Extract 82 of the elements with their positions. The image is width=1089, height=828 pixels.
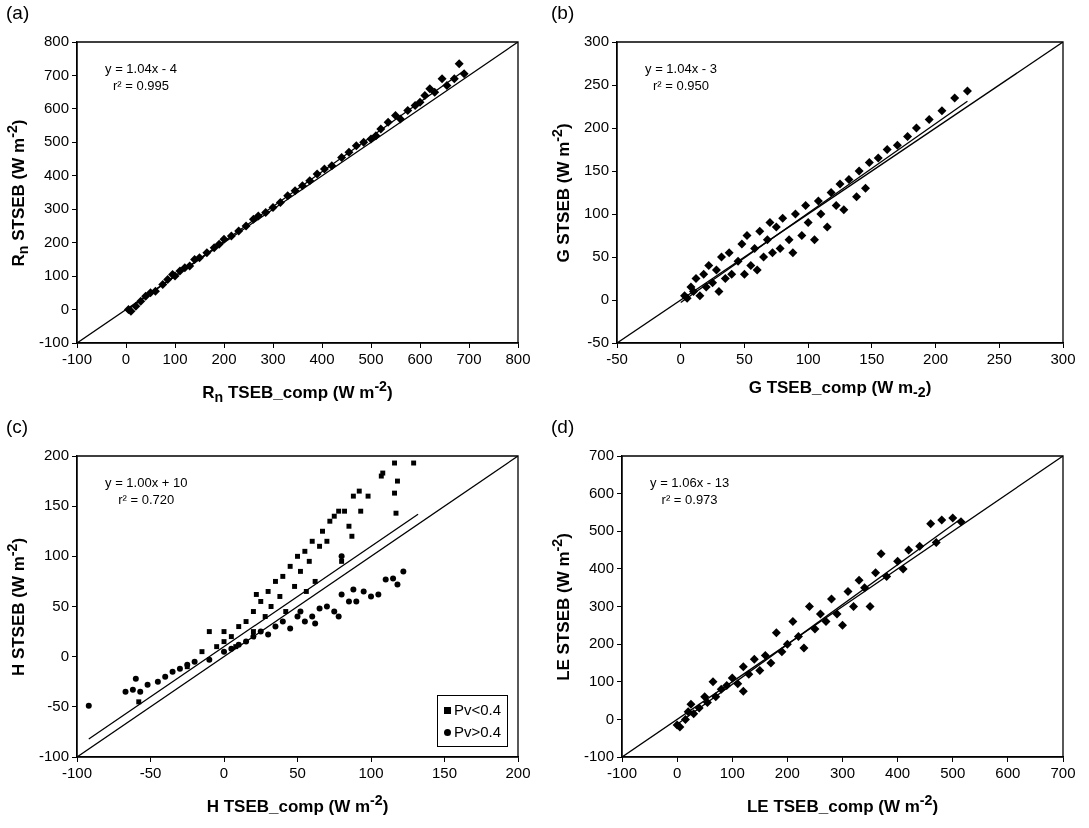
x-tick-label: 100: [795, 350, 821, 368]
y-tick-label: 200: [43, 232, 70, 250]
y-tick-label: 0: [605, 709, 615, 727]
x-tick-label: 700: [456, 350, 482, 368]
chart-title: (a): [6, 2, 30, 24]
y-tick-label: 100: [43, 546, 70, 564]
y-tick-label: 200: [588, 634, 615, 652]
x-tick-label: -50: [139, 764, 162, 782]
y-tick-label: -50: [47, 696, 70, 714]
y-tick-label: 300: [584, 32, 610, 50]
x-tick-label: 0: [676, 350, 685, 368]
x-tick-label: 600: [995, 764, 1021, 782]
y-tick-label: 300: [43, 199, 70, 217]
x-tick-label: 400: [885, 764, 911, 782]
annotation: r² = 0.973: [661, 492, 718, 507]
annotation: y = 1.00x + 10: [105, 475, 188, 490]
y-tick-label: 600: [43, 99, 70, 117]
x-tick-label: 200: [211, 350, 237, 368]
y-tick-label: 400: [43, 165, 70, 183]
annotation: y = 1.04x - 3: [645, 61, 717, 76]
x-tick-label: 500: [358, 350, 384, 368]
y-tick-label: 50: [592, 247, 610, 265]
x-tick-label: 600: [407, 350, 433, 368]
y-tick-label: -50: [587, 333, 610, 351]
y-tick-label: 150: [584, 161, 610, 179]
annotation: r² = 0.995: [112, 78, 169, 93]
chart-title: (d): [551, 416, 575, 438]
y-tick-label: 100: [43, 266, 70, 284]
chart-title: (b): [551, 2, 575, 24]
y-tick-label: 100: [584, 204, 610, 222]
y-tick-label: -100: [38, 333, 70, 351]
annotation: r² = 0.950: [652, 78, 709, 93]
x-axis-title: H TSEB_comp (W m$^{-2}$): [205, 792, 390, 817]
y-tick-label: 700: [588, 446, 615, 464]
y-tick-label: 200: [584, 118, 610, 136]
x-tick-label: 0: [219, 764, 229, 782]
x-tick-label: 100: [162, 350, 188, 368]
y-tick-label: 0: [60, 299, 70, 317]
x-axis-title: LE TSEB_comp (W m$^{-2}$): [745, 792, 940, 817]
x-tick-label: 0: [121, 350, 131, 368]
x-tick-label: 200: [923, 350, 949, 368]
y-tick-label: 150: [43, 496, 70, 514]
y-tick-label: 0: [600, 290, 610, 308]
x-tick-label: 150: [431, 764, 458, 782]
x-tick-label: 200: [774, 764, 800, 782]
y-tick-label: 100: [588, 671, 615, 689]
x-tick-label: 50: [736, 350, 753, 368]
y-tick-label: 300: [588, 596, 615, 614]
y-tick-label: -100: [583, 747, 615, 765]
y-tick-label: 600: [588, 483, 615, 501]
y-tick-label: 250: [584, 75, 610, 93]
x-tick-label: 800: [505, 350, 531, 368]
y-tick-label: 500: [43, 132, 70, 150]
annotation: y = 1.04x - 4: [105, 61, 177, 76]
y-tick-label: 800: [43, 32, 70, 50]
x-tick-label: 0: [672, 764, 682, 782]
legend-label: Pv>0.4: [454, 722, 502, 742]
legend-label: Pv<0.4: [454, 700, 502, 720]
x-tick-label: 150: [859, 350, 885, 368]
x-axis-title: G TSEB_comp (W m$_{-2}$): [747, 378, 933, 401]
x-tick-label: 300: [1050, 350, 1076, 368]
y-tick-label: 500: [588, 521, 615, 539]
x-tick-label: 100: [358, 764, 384, 782]
x-axis-title: R$_{n}$ TSEB_comp (W m$^{-2}$): [201, 378, 394, 406]
y-tick-label: 700: [43, 65, 70, 83]
x-tick-label: 50: [289, 764, 306, 782]
x-tick-label: 300: [830, 764, 856, 782]
annotation: r² = 0.720: [118, 492, 175, 507]
y-tick-label: 200: [43, 446, 70, 464]
annotation: y = 1.06x - 13: [650, 475, 730, 490]
y-tick-label: -100: [38, 747, 70, 765]
x-tick-label: 100: [719, 764, 745, 782]
x-tick-label: 250: [986, 350, 1012, 368]
y-tick-label: 50: [52, 596, 70, 614]
x-tick-label: 700: [1050, 764, 1076, 782]
x-tick-label: 500: [940, 764, 966, 782]
x-tick-label: 300: [260, 350, 286, 368]
y-tick-label: 400: [588, 559, 615, 577]
x-tick-label: 200: [505, 764, 531, 782]
chart-title: (c): [6, 416, 29, 438]
y-tick-label: 0: [60, 646, 70, 664]
x-tick-label: 400: [309, 350, 335, 368]
